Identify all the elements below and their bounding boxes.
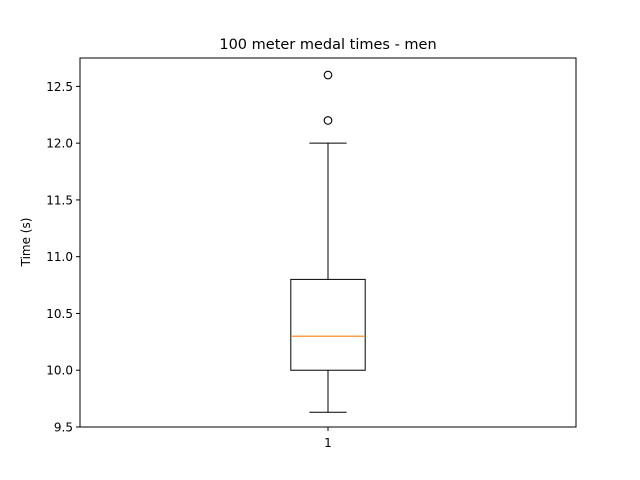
outlier-point xyxy=(323,70,333,80)
y-tick-label: 11.5 xyxy=(46,193,73,207)
y-axis-ticks: 9.5 10.0 10.5 11.0 11.5 12.0 12.5 xyxy=(46,80,80,435)
y-tick-label: 10.5 xyxy=(46,307,73,321)
box-group xyxy=(290,70,366,413)
y-tick-label: 12.5 xyxy=(46,80,73,94)
y-tick-label: 12.0 xyxy=(46,137,73,151)
y-tick-label: 9.5 xyxy=(54,421,73,435)
outlier-point xyxy=(323,116,333,125)
chart-title: 100 meter medal times - men xyxy=(219,37,436,53)
x-axis-ticks: 1 xyxy=(324,427,332,450)
iqr-box xyxy=(290,278,366,371)
y-tick-label: 10.0 xyxy=(46,364,73,378)
x-tick-label: 1 xyxy=(324,436,332,450)
plot-frame xyxy=(79,57,577,428)
box-series xyxy=(290,70,366,413)
y-axis-label: Time (s) xyxy=(19,218,33,268)
y-tick-label: 11.0 xyxy=(46,250,73,264)
